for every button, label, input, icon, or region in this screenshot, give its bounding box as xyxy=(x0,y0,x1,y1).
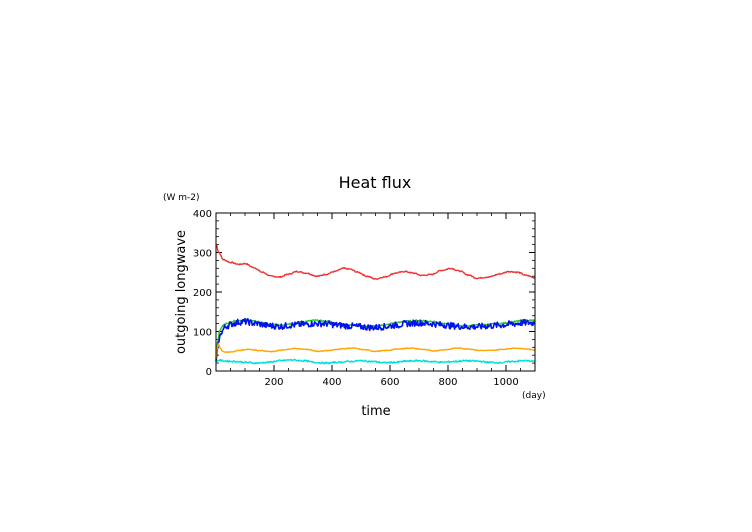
y-axis-label: outgoing longwave xyxy=(174,230,189,354)
x-tick-label: 200 xyxy=(264,377,283,388)
x-tick-label: 800 xyxy=(438,377,457,388)
series-line-4 xyxy=(215,342,536,360)
series-line-1 xyxy=(215,243,536,281)
x-tick-label: 600 xyxy=(380,377,399,388)
y-tick-label: 200 xyxy=(193,288,212,299)
x-tick-label: 400 xyxy=(322,377,341,388)
series-line-5 xyxy=(215,358,536,365)
y-tick-label: 0 xyxy=(206,367,212,378)
plot-series xyxy=(215,243,536,365)
x-axis-label: time xyxy=(361,404,390,419)
series-line-3 xyxy=(215,317,536,362)
x-unit-label: (day) xyxy=(522,391,546,401)
y-tick-label: 400 xyxy=(193,209,212,220)
y-tick-label: 100 xyxy=(193,328,212,339)
x-tick-label: 1000 xyxy=(493,377,518,388)
tick-labels: 200 400 600 800 1000 0 100 200 300 400 xyxy=(193,209,519,388)
chart-title: Heat flux xyxy=(339,173,412,192)
axis-ticks xyxy=(216,212,535,372)
y-tick-label: 300 xyxy=(193,249,212,260)
plot-frame xyxy=(215,212,536,372)
y-unit-label: (W m-2) xyxy=(163,193,200,203)
